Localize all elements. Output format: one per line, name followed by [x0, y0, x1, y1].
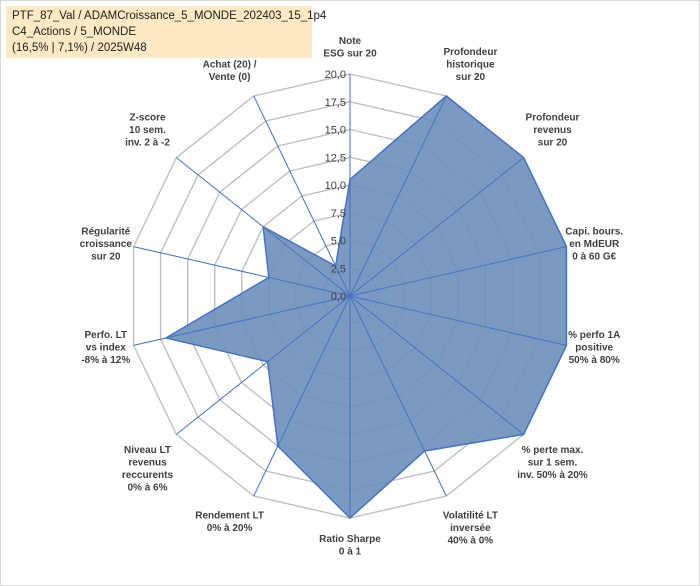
axis-spoke — [349, 295, 447, 497]
tick-label: 12,5 — [325, 152, 346, 164]
axis-spoke — [253, 95, 351, 297]
title-line-3: (16,5% | 7,1%) / 2025W48 — [12, 42, 147, 54]
axis-label: Ratio Sharpe 0 à 1 — [319, 534, 381, 558]
axis-label: Niveau LT revenus reccurents 0% à 6% — [122, 445, 174, 494]
axis-spoke — [253, 295, 351, 497]
axis-spoke — [176, 295, 351, 435]
radar-series — [164, 95, 568, 520]
axis-spoke — [176, 157, 351, 297]
axis-spoke — [133, 246, 351, 297]
series-area — [164, 95, 568, 520]
axis-label: Perfo. LT vs index -8% à 12% — [81, 330, 130, 366]
axis-label: Profondeur historique sur 20 — [443, 47, 497, 83]
axis-label: Z-score 10 sem. inv. 2 à -2 — [125, 112, 170, 148]
title-line-2: C4_Actions / 5_MONDE — [12, 26, 136, 38]
tick-label: 7,5 — [331, 208, 346, 220]
axis-spoke — [349, 246, 567, 297]
radar-tick-labels: 0,0 2,5 5,0 7,5 10,0 12,5 15,0 17,5 20,0 — [325, 69, 346, 303]
tick-label: 15,0 — [325, 125, 346, 137]
tick-label: 10,0 — [325, 180, 346, 192]
axis-spoke — [349, 95, 447, 297]
axis-label: % perfo 1A positive 50% à 80% — [568, 330, 620, 366]
axis-label: Rendement LT 0% à 20% — [195, 511, 264, 535]
axis-label: Volatilité LT inversée 40% à 0% — [443, 511, 498, 547]
chart-title-box: PTF_87_Val / ADAMCroissance_5_MONDE_2024… — [6, 6, 326, 58]
axis-spoke — [349, 295, 524, 435]
axis-label: Capi. bours. en MdEUR 0 à 60 G€ — [565, 227, 623, 263]
axis-spoke — [349, 157, 524, 297]
axis-label: Note ESG sur 20 — [323, 36, 377, 60]
tick-label: 17,5 — [325, 97, 346, 109]
tick-label: 0,0 — [331, 291, 346, 303]
axis-label: Profondeur revenus sur 20 — [526, 112, 580, 148]
axis-spoke — [349, 295, 567, 346]
axis-label: Régularité croissance sur 20 — [80, 227, 133, 263]
axis-spoke — [133, 295, 351, 346]
axis-label: % perte max. sur 1 sem. inv. 50% à 20% — [517, 445, 588, 481]
tick-label: 20,0 — [325, 69, 346, 81]
radar-spokes — [133, 74, 567, 518]
tick-label: 2,5 — [331, 263, 346, 275]
title-line-1: PTF_87_Val / ADAMCroissance_5_MONDE_2024… — [12, 10, 327, 22]
tick-label: 5,0 — [331, 236, 346, 248]
